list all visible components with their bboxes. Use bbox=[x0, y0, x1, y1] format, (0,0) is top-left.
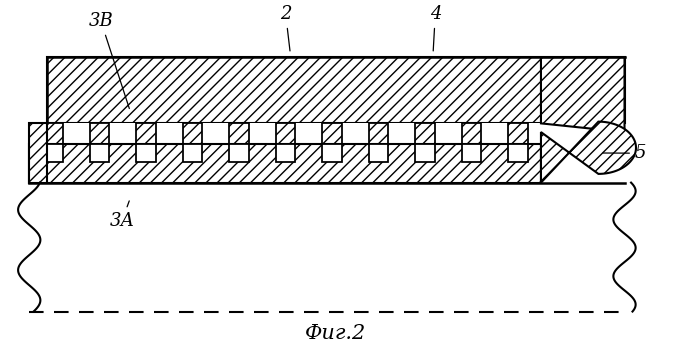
Polygon shape bbox=[29, 124, 47, 183]
Polygon shape bbox=[171, 144, 194, 183]
Polygon shape bbox=[229, 144, 249, 162]
Polygon shape bbox=[369, 124, 389, 162]
Polygon shape bbox=[276, 124, 296, 162]
Polygon shape bbox=[43, 124, 63, 162]
Text: 4: 4 bbox=[430, 5, 441, 51]
Text: 2: 2 bbox=[280, 5, 291, 51]
Polygon shape bbox=[29, 124, 541, 183]
Polygon shape bbox=[136, 124, 156, 162]
Polygon shape bbox=[29, 183, 624, 312]
Polygon shape bbox=[357, 144, 380, 183]
Polygon shape bbox=[322, 144, 342, 162]
Polygon shape bbox=[182, 144, 202, 162]
Text: 5: 5 bbox=[603, 144, 647, 162]
Polygon shape bbox=[89, 124, 109, 162]
Polygon shape bbox=[276, 144, 296, 162]
Polygon shape bbox=[462, 124, 482, 162]
Polygon shape bbox=[508, 124, 528, 162]
Polygon shape bbox=[229, 124, 249, 162]
Polygon shape bbox=[89, 144, 109, 162]
Polygon shape bbox=[31, 144, 54, 183]
Text: Фиг.2: Фиг.2 bbox=[305, 324, 366, 343]
Polygon shape bbox=[29, 144, 541, 183]
Polygon shape bbox=[541, 57, 624, 132]
Polygon shape bbox=[415, 144, 435, 162]
Polygon shape bbox=[508, 144, 528, 162]
Polygon shape bbox=[182, 124, 202, 162]
Polygon shape bbox=[369, 144, 389, 162]
Polygon shape bbox=[217, 144, 240, 183]
Polygon shape bbox=[322, 124, 342, 162]
Polygon shape bbox=[497, 144, 519, 183]
Polygon shape bbox=[415, 124, 435, 162]
Polygon shape bbox=[124, 144, 147, 183]
Polygon shape bbox=[47, 57, 624, 124]
Text: 3В: 3В bbox=[88, 12, 129, 108]
Polygon shape bbox=[541, 122, 636, 183]
Polygon shape bbox=[43, 144, 63, 162]
Polygon shape bbox=[450, 144, 473, 183]
Polygon shape bbox=[136, 144, 156, 162]
Polygon shape bbox=[462, 144, 482, 162]
Text: 3А: 3А bbox=[109, 201, 134, 230]
Polygon shape bbox=[310, 144, 333, 183]
Polygon shape bbox=[404, 144, 426, 183]
Polygon shape bbox=[264, 144, 287, 183]
Polygon shape bbox=[78, 144, 101, 183]
